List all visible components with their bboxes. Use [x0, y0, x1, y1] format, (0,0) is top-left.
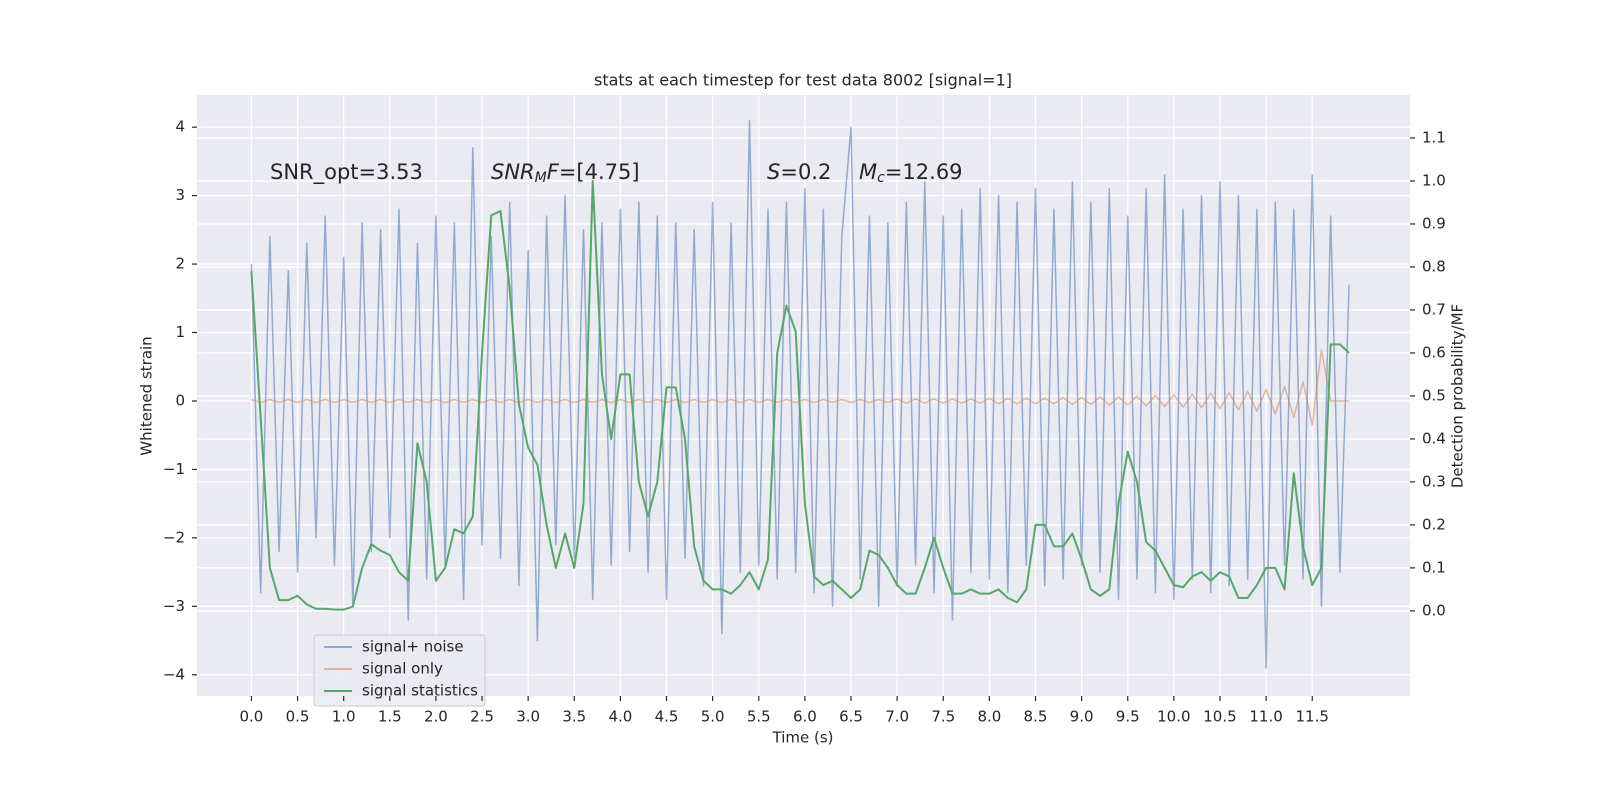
x-tick-label: 3.0 — [516, 708, 540, 726]
x-tick-label: 0.5 — [286, 708, 310, 726]
x-tick-label: 0.0 — [239, 708, 263, 726]
x-tick-label: 6.5 — [839, 708, 863, 726]
annotation: SNRMF=[4.75] — [491, 160, 640, 186]
x-tick-label: 8.0 — [977, 708, 1001, 726]
y2-tick-label: 0.4 — [1422, 429, 1446, 447]
x-tick-label: 5.0 — [701, 708, 725, 726]
y-tick-label: 4 — [175, 118, 185, 136]
y2-tick-label: 0.7 — [1422, 300, 1446, 318]
series-line — [250, 119, 1350, 669]
annotation-part: M — [859, 160, 877, 184]
x-tick-label: 7.0 — [885, 708, 909, 726]
annotation-part: S — [767, 160, 780, 184]
legend-label: signal only — [362, 660, 443, 678]
y2-tick-label: 0.6 — [1422, 343, 1446, 361]
x-axis-label: Time (s) — [772, 729, 834, 747]
y-tick-label: 1 — [175, 323, 185, 341]
legend-label: signal+ noise — [362, 638, 464, 656]
annotation-part: F — [547, 160, 560, 184]
marks — [250, 119, 1350, 669]
y2-tick-label: 1.1 — [1422, 128, 1446, 146]
annotation-part: c — [877, 170, 885, 186]
legend — [313, 634, 486, 707]
y-tick-label: −2 — [163, 528, 185, 546]
x-tick-label: 4.5 — [655, 708, 679, 726]
x-tick-label: 2.0 — [424, 708, 448, 726]
y-tick-label: −4 — [163, 665, 185, 683]
y-tick-label: −1 — [163, 460, 185, 478]
y2-tick-label: 0.0 — [1422, 601, 1446, 619]
annotation-part: M — [535, 170, 547, 186]
y-tick-label: −3 — [163, 597, 185, 615]
x-tick-label: 1.5 — [378, 708, 402, 726]
x-tick-label: 5.5 — [747, 708, 771, 726]
x-tick-label: 8.5 — [1024, 708, 1048, 726]
y2-tick-label: 0.2 — [1422, 515, 1446, 533]
annotation-part: SNR — [491, 160, 535, 184]
x-tick-label: 11.5 — [1296, 708, 1329, 726]
y-tick-label: 2 — [175, 255, 185, 273]
y2-tick-label: 0.9 — [1422, 214, 1446, 232]
y-tick-label: 3 — [175, 186, 185, 204]
y2-tick-label: 0.5 — [1422, 386, 1446, 404]
x-tick-label: 10.0 — [1157, 708, 1190, 726]
x-tick-label: 3.5 — [562, 708, 586, 726]
annotation-part: =[4.75] — [559, 160, 640, 184]
x-tick-label: 9.0 — [1070, 708, 1094, 726]
x-tick-label: 11.0 — [1249, 708, 1282, 726]
x-tick-label: 2.5 — [470, 708, 494, 726]
annotation-part: =0.2 — [780, 160, 831, 184]
y2-tick-label: 0.1 — [1422, 558, 1446, 576]
y-axis-label: Whitened strain — [138, 336, 156, 455]
annotation: S=0.2 — [767, 160, 831, 184]
y2-tick-label: 0.3 — [1422, 472, 1446, 490]
y2-tick-label: 0.8 — [1422, 257, 1446, 275]
x-tick-label: 4.0 — [608, 708, 632, 726]
legend-label: signal statistics — [362, 682, 478, 700]
annotation: Mc=12.69 — [859, 160, 963, 186]
y2-tick-label: 1.0 — [1422, 171, 1446, 189]
y-tick-label: 0 — [175, 391, 185, 409]
x-tick-label: 10.5 — [1203, 708, 1236, 726]
annotation-part: SNR_opt=3.53 — [270, 160, 423, 185]
x-tick-label: 9.5 — [1116, 708, 1140, 726]
annotation-part: =12.69 — [885, 160, 963, 184]
x-tick-label: 6.0 — [793, 708, 817, 726]
y2-axis-label: Detection probability/MF — [1449, 304, 1467, 488]
x-tick-label: 7.5 — [931, 708, 955, 726]
annotation: SNR_opt=3.53 — [270, 160, 423, 185]
chart-title: stats at each timestep for test data 800… — [594, 71, 1012, 90]
series-line — [250, 179, 1350, 611]
x-tick-label: 1.0 — [332, 708, 356, 726]
